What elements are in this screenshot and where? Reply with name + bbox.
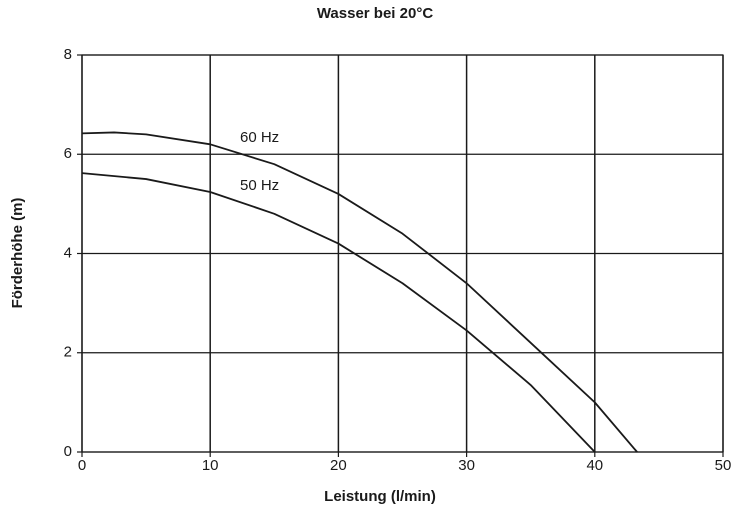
chart-title: Wasser bei 20°C	[317, 5, 433, 22]
y-tick-label: 8	[64, 46, 72, 63]
y-tick-label: 2	[64, 344, 72, 361]
y-tick-label: 6	[64, 145, 72, 162]
x-tick-label: 40	[586, 457, 603, 474]
x-tick-label: 50	[715, 457, 732, 474]
plot-frame	[81, 54, 724, 453]
series-label: 60 Hz	[240, 129, 279, 146]
y-tick-label: 4	[64, 244, 72, 261]
series-line	[81, 131, 638, 453]
y-axis-label: Förderhöhe (m)	[9, 198, 26, 309]
x-tick-label: 30	[458, 457, 475, 474]
x-tick-label: 10	[202, 457, 219, 474]
x-tick-label: 0	[78, 457, 86, 474]
x-axis-label: Leistung (l/min)	[324, 488, 436, 505]
y-tick-label: 0	[64, 443, 72, 460]
series-line	[81, 172, 596, 453]
x-tick-label: 20	[330, 457, 347, 474]
series-label: 50 Hz	[240, 177, 279, 194]
